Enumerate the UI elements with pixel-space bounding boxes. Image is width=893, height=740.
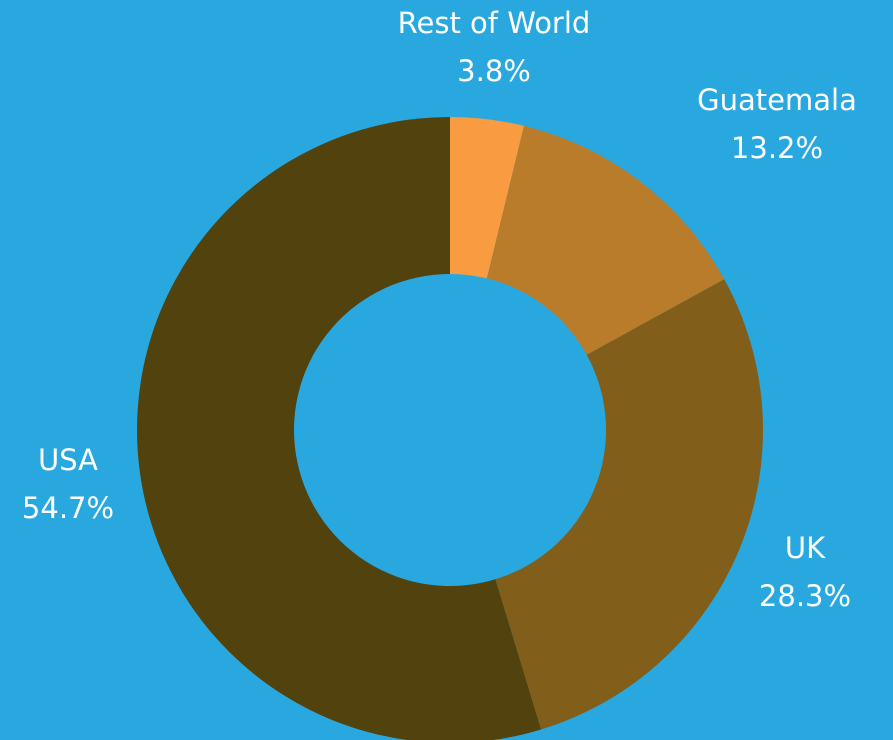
slice-label: USA	[38, 443, 98, 477]
slice-value-label: 13.2%	[731, 131, 823, 165]
slice-label: Guatemala	[697, 83, 857, 117]
slice-label: Rest of World	[398, 6, 591, 40]
slice-value-label: 3.8%	[457, 54, 531, 88]
donut-slice	[495, 279, 763, 730]
donut-slice	[137, 117, 542, 740]
donut-slice	[450, 117, 525, 279]
slice-value-label: 54.7%	[22, 491, 114, 525]
slice-label: UK	[785, 531, 826, 565]
donut-slice	[486, 125, 725, 355]
slice-value-label: 28.3%	[759, 579, 851, 613]
